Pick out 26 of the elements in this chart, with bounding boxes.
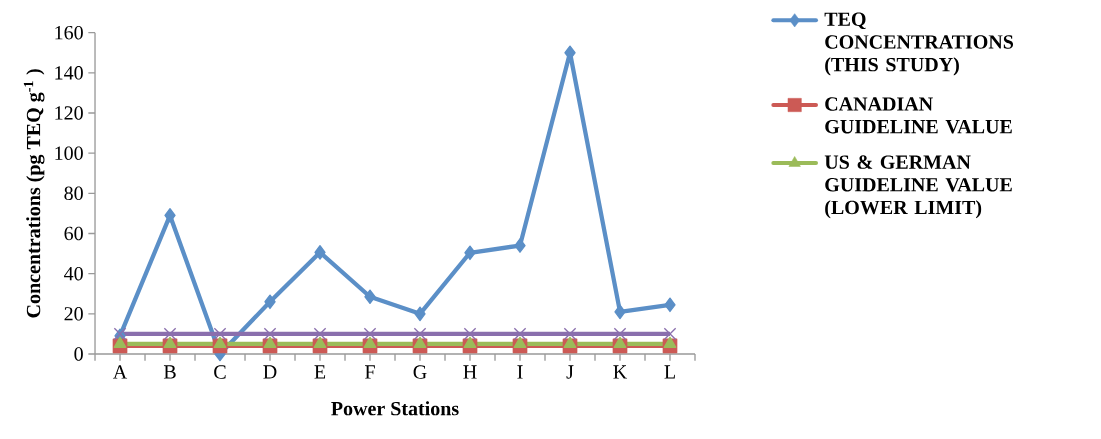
y-tick-label: 20 xyxy=(64,307,83,321)
legend-label: US & GERMAN GUIDELINE VALUE (LOWER LIMIT) xyxy=(824,155,1012,219)
x-tick-label: E xyxy=(314,365,326,379)
x-tick-label: F xyxy=(365,365,375,379)
x-tick-label: H xyxy=(463,365,477,379)
y-tick-label: 40 xyxy=(64,266,83,281)
x-tick-label: K xyxy=(613,365,628,379)
y-axis-title: Concentrations (pg TEQ g$^{-1}$ ) xyxy=(23,69,45,318)
y-tick-label: 0 xyxy=(74,347,83,361)
x-axis-title: Power Stations xyxy=(331,401,459,416)
legend-label: CANADIAN GUIDELINE VALUE xyxy=(825,97,1012,134)
x-tick-label: A xyxy=(112,365,128,379)
x-tick-label: J xyxy=(566,365,574,379)
y-tick-label: 160 xyxy=(55,25,83,40)
x-tick-label: I xyxy=(517,365,523,379)
x-tick-label: L xyxy=(664,365,675,379)
x-tick-label: D xyxy=(263,365,277,379)
y-tick-label: 120 xyxy=(55,106,83,120)
y-tick-label: 60 xyxy=(64,226,83,241)
y-tick-label: 80 xyxy=(64,186,83,201)
legend-label: TEQ CONCENTRATIONS (THIS STUDY) xyxy=(824,12,1014,76)
x-tick-label: B xyxy=(163,365,176,379)
x-tick-label: G xyxy=(413,365,427,379)
y-tick-label: 100 xyxy=(55,146,83,160)
y-tick-label: 140 xyxy=(55,66,83,80)
x-tick-label: C xyxy=(214,365,226,379)
